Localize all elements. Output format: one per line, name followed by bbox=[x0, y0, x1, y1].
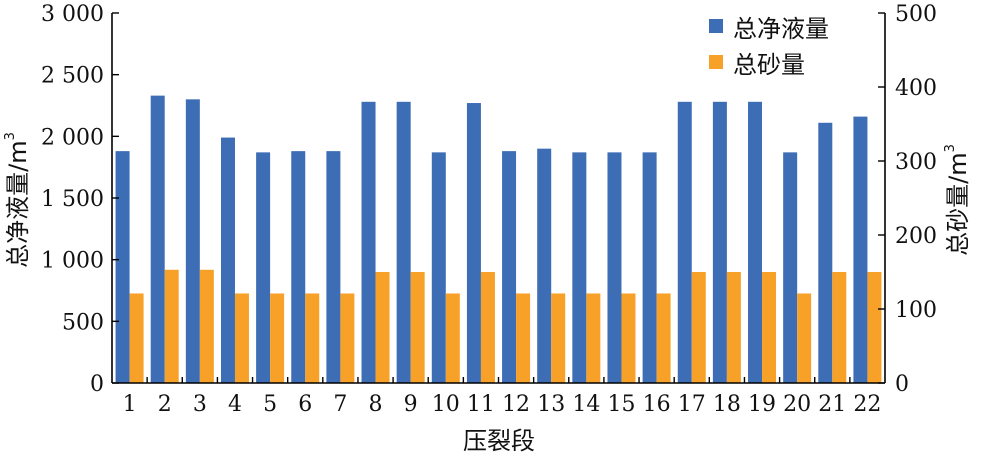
x-tick-label: 16 bbox=[643, 392, 671, 417]
x-tick-label: 22 bbox=[853, 392, 881, 417]
bar-liquid-3 bbox=[185, 99, 200, 383]
bar-liquid-16 bbox=[642, 152, 657, 383]
x-tick-label: 15 bbox=[607, 392, 635, 417]
bar-sand-12 bbox=[516, 293, 531, 383]
bar-liquid-4 bbox=[220, 137, 235, 383]
y-left-axis-title: 总净液量/m3 bbox=[3, 132, 32, 268]
y-left-tick-label: 2 000 bbox=[41, 125, 104, 150]
x-tick-label: 3 bbox=[193, 392, 207, 417]
x-tick-label: 19 bbox=[748, 392, 776, 417]
x-tick-label: 12 bbox=[502, 392, 530, 417]
bar-liquid-14 bbox=[572, 152, 587, 383]
y-right-tick-label: 300 bbox=[895, 150, 937, 175]
y-left-tick-label: 0 bbox=[90, 372, 104, 397]
bar-liquid-1 bbox=[115, 151, 130, 383]
x-tick-label: 18 bbox=[713, 392, 741, 417]
bar-liquid-7 bbox=[326, 151, 341, 383]
y-left-tick-label: 500 bbox=[62, 310, 104, 335]
x-tick-label: 10 bbox=[432, 392, 460, 417]
y-left-tick-label: 1 000 bbox=[41, 249, 104, 274]
y-left-tick-label: 1 500 bbox=[41, 187, 104, 212]
x-tick-label: 8 bbox=[369, 392, 383, 417]
bar-liquid-2 bbox=[150, 95, 165, 383]
bar-sand-7 bbox=[340, 293, 355, 383]
x-tick-label: 13 bbox=[537, 392, 565, 417]
legend-label-sand: 总砂量 bbox=[733, 51, 805, 79]
bar-liquid-5 bbox=[256, 152, 271, 383]
x-tick-label: 1 bbox=[123, 392, 137, 417]
y-left-title-sup: 3 bbox=[3, 132, 18, 140]
y-right-title-text: 总砂量/m bbox=[944, 152, 972, 255]
x-tick-label: 2 bbox=[158, 392, 172, 417]
legend-swatch-sand bbox=[709, 55, 723, 69]
bar-sand-17 bbox=[691, 272, 706, 383]
x-tick-label: 21 bbox=[818, 392, 846, 417]
x-tick-label: 4 bbox=[228, 392, 242, 417]
legend-label-liquid: 总净液量 bbox=[733, 15, 829, 43]
bar-liquid-9 bbox=[396, 101, 411, 384]
ticks-layer: 0 500 1 000 1 500 2 000 2 500 3 000 0 100 200 300 4… bbox=[41, 2, 937, 417]
bar-sand-10 bbox=[445, 293, 460, 383]
bar-sand-8 bbox=[375, 272, 390, 383]
x-tick-label: 9 bbox=[404, 392, 418, 417]
y-right-tick-label: 100 bbox=[895, 298, 937, 323]
bar-liquid-17 bbox=[677, 101, 692, 384]
bar-liquid-10 bbox=[431, 152, 446, 383]
bar-liquid-18 bbox=[712, 101, 727, 384]
bar-sand-22 bbox=[867, 272, 882, 383]
bar-liquid-22 bbox=[853, 116, 868, 383]
bar-sand-21 bbox=[832, 272, 847, 383]
bar-sand-18 bbox=[726, 272, 741, 383]
svg-text:总净液量/m3: 总净液量/m3 bbox=[3, 132, 32, 268]
bar-sand-5 bbox=[270, 293, 285, 383]
bar-liquid-11 bbox=[466, 103, 481, 384]
y-right-tick-label: 400 bbox=[895, 76, 937, 101]
bar-liquid-13 bbox=[537, 148, 552, 383]
x-tick-label: 17 bbox=[678, 392, 706, 417]
bar-sand-4 bbox=[234, 293, 249, 383]
bar-sand-19 bbox=[762, 272, 777, 383]
x-tick-label: 5 bbox=[263, 392, 277, 417]
bar-sand-16 bbox=[656, 293, 671, 383]
y-left-title-text: 总净液量/m bbox=[4, 140, 32, 267]
bar-sand-14 bbox=[586, 293, 601, 383]
bar-sand-3 bbox=[199, 269, 214, 383]
bar-sand-13 bbox=[551, 293, 566, 383]
bar-liquid-19 bbox=[748, 101, 763, 384]
y-right-tick-label: 0 bbox=[895, 372, 909, 397]
bar-sand-1 bbox=[129, 293, 144, 383]
bars-layer bbox=[115, 95, 882, 384]
bar-sand-2 bbox=[164, 269, 179, 383]
bar-sand-6 bbox=[305, 293, 320, 383]
x-tick-label: 11 bbox=[467, 392, 495, 417]
x-tick-label: 7 bbox=[333, 392, 347, 417]
x-tick-label: 6 bbox=[298, 392, 312, 417]
bar-liquid-8 bbox=[361, 101, 376, 384]
y-right-tick-label: 500 bbox=[895, 2, 937, 27]
legend: 总净液量 总砂量 bbox=[709, 15, 829, 79]
svg-text:总砂量/m3: 总砂量/m3 bbox=[943, 144, 972, 256]
bar-liquid-15 bbox=[607, 152, 622, 383]
y-left-tick-label: 3 000 bbox=[41, 2, 104, 27]
bar-liquid-20 bbox=[783, 152, 798, 383]
bar-sand-20 bbox=[797, 293, 812, 383]
y-right-axis-title: 总砂量/m3 bbox=[943, 144, 972, 256]
bar-liquid-12 bbox=[502, 151, 517, 383]
bar-sand-11 bbox=[480, 272, 495, 383]
bar-liquid-6 bbox=[291, 151, 306, 383]
legend-swatch-liquid bbox=[709, 19, 723, 33]
y-left-tick-label: 2 500 bbox=[41, 64, 104, 89]
bar-liquid-21 bbox=[818, 122, 833, 384]
bar-sand-15 bbox=[621, 293, 636, 383]
y-right-title-sup: 3 bbox=[943, 144, 958, 152]
bar-sand-9 bbox=[410, 272, 425, 383]
x-axis-title: 压裂段 bbox=[463, 427, 535, 455]
x-tick-label: 14 bbox=[572, 392, 600, 417]
y-right-tick-label: 200 bbox=[895, 224, 937, 249]
x-tick-label: 20 bbox=[783, 392, 811, 417]
